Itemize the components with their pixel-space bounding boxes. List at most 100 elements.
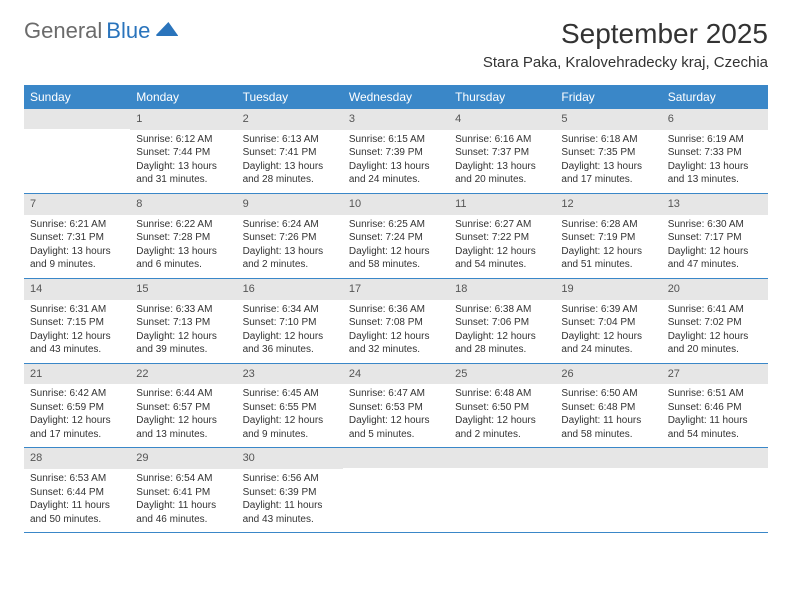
sunset-text: Sunset: 6:46 PM xyxy=(668,401,762,415)
day-cell: 4 Sunrise: 6:16 AMSunset: 7:37 PMDaylight… xyxy=(449,109,555,193)
daylight-text: Daylight: 12 hours and 17 minutes. xyxy=(30,414,124,441)
daylight-text: Daylight: 13 hours and 20 minutes. xyxy=(455,160,549,187)
daylight-text: Daylight: 13 hours and 6 minutes. xyxy=(136,245,230,272)
calendar-header-row: Sunday Monday Tuesday Wednesday Thursday… xyxy=(24,85,768,109)
day-cell: 6Sunrise: 6:19 AMSunset: 7:33 PMDaylight… xyxy=(662,109,768,193)
sunrise-text: Sunrise: 6:28 AM xyxy=(561,218,655,232)
day-number: 18 xyxy=(449,279,555,300)
sunset-text: Sunset: 7:02 PM xyxy=(668,316,762,330)
day-header: Sunday xyxy=(24,85,130,109)
sunrise-text: Sunrise: 6:48 AM xyxy=(455,387,549,401)
daylight-text: Daylight: 12 hours and 54 minutes. xyxy=(455,245,549,272)
day-number: 1 xyxy=(130,109,236,130)
day-number: 19 xyxy=(555,279,661,300)
sunrise-text: Sunrise: 6:44 AM xyxy=(136,387,230,401)
sunrise-text: Sunrise: 6:33 AM xyxy=(136,303,230,317)
day-body: Sunrise: 6:34 AMSunset: 7:10 PMDaylight:… xyxy=(237,300,343,363)
day-number: 12 xyxy=(555,194,661,215)
sunset-text: Sunset: 7:41 PM xyxy=(243,146,337,160)
sunrise-text: Sunrise: 6:50 AM xyxy=(561,387,655,401)
day-cell: 10Sunrise: 6:25 AMSunset: 7:24 PMDayligh… xyxy=(343,194,449,278)
day-cell: 18Sunrise: 6:38 AMSunset: 7:06 PMDayligh… xyxy=(449,279,555,363)
sunset-text: Sunset: 7:15 PM xyxy=(30,316,124,330)
sunrise-text: Sunrise: 6:19 AM xyxy=(668,133,762,147)
day-body: Sunrise: 6:19 AMSunset: 7:33 PMDaylight:… xyxy=(662,130,768,193)
day-cell: 27Sunrise: 6:51 AMSunset: 6:46 PMDayligh… xyxy=(662,364,768,448)
sunrise-text: Sunrise: 6:21 AM xyxy=(30,218,124,232)
day-cell: 8Sunrise: 6:22 AMSunset: 7:28 PMDaylight… xyxy=(130,194,236,278)
daylight-text: Daylight: 12 hours and 5 minutes. xyxy=(349,414,443,441)
sunset-text: Sunset: 6:44 PM xyxy=(30,486,124,500)
sunset-text: Sunset: 6:53 PM xyxy=(349,401,443,415)
day-number xyxy=(662,448,768,468)
day-body: Sunrise: 6:15 AMSunset: 7:39 PMDaylight:… xyxy=(343,130,449,193)
daylight-text: Daylight: 12 hours and 39 minutes. xyxy=(136,330,230,357)
day-body: Sunrise: 6:18 AMSunset: 7:35 PMDaylight:… xyxy=(555,130,661,193)
day-body: Sunrise: 6:41 AMSunset: 7:02 PMDaylight:… xyxy=(662,300,768,363)
daylight-text: Daylight: 13 hours and 2 minutes. xyxy=(243,245,337,272)
day-number: 5 xyxy=(555,109,661,130)
sunrise-text: Sunrise: 6:41 AM xyxy=(668,303,762,317)
day-number: 26 xyxy=(555,364,661,385)
title-block: September 2025 Stara Paka, Kralovehradec… xyxy=(483,18,768,71)
daylight-text: Daylight: 12 hours and 24 minutes. xyxy=(561,330,655,357)
day-cell xyxy=(662,448,768,532)
sunrise-text: Sunrise: 6:16 AM xyxy=(455,133,549,147)
logo-icon xyxy=(156,22,178,36)
day-cell: 5Sunrise: 6:18 AMSunset: 7:35 PMDaylight… xyxy=(555,109,661,193)
day-number: 3 xyxy=(343,109,449,130)
sunset-text: Sunset: 6:59 PM xyxy=(30,401,124,415)
day-header: Tuesday xyxy=(237,85,343,109)
day-header: Wednesday xyxy=(343,85,449,109)
day-number: 20 xyxy=(662,279,768,300)
daylight-text: Daylight: 13 hours and 28 minutes. xyxy=(243,160,337,187)
day-number: 11 xyxy=(449,194,555,215)
day-cell: 7Sunrise: 6:21 AMSunset: 7:31 PMDaylight… xyxy=(24,194,130,278)
day-number: 9 xyxy=(237,194,343,215)
day-header: Monday xyxy=(130,85,236,109)
calendar-week: 7Sunrise: 6:21 AMSunset: 7:31 PMDaylight… xyxy=(24,194,768,279)
calendar-week: 21Sunrise: 6:42 AMSunset: 6:59 PMDayligh… xyxy=(24,364,768,449)
day-number: 30 xyxy=(237,448,343,469)
day-cell: 14Sunrise: 6:31 AMSunset: 7:15 PMDayligh… xyxy=(24,279,130,363)
calendar: Sunday Monday Tuesday Wednesday Thursday… xyxy=(24,85,768,533)
day-number: 22 xyxy=(130,364,236,385)
day-body: Sunrise: 6:44 AMSunset: 6:57 PMDaylight:… xyxy=(130,384,236,447)
day-body: Sunrise: 6:50 AMSunset: 6:48 PMDaylight:… xyxy=(555,384,661,447)
sunset-text: Sunset: 7:19 PM xyxy=(561,231,655,245)
day-cell: 25Sunrise: 6:48 AMSunset: 6:50 PMDayligh… xyxy=(449,364,555,448)
day-number: 24 xyxy=(343,364,449,385)
day-cell: 15Sunrise: 6:33 AMSunset: 7:13 PMDayligh… xyxy=(130,279,236,363)
sunset-text: Sunset: 7:37 PM xyxy=(455,146,549,160)
calendar-body: 1Sunrise: 6:12 AMSunset: 7:44 PMDaylight… xyxy=(24,109,768,533)
logo: GeneralBlue xyxy=(24,18,178,44)
day-number: 25 xyxy=(449,364,555,385)
day-body: Sunrise: 6:36 AMSunset: 7:08 PMDaylight:… xyxy=(343,300,449,363)
sunset-text: Sunset: 7:10 PM xyxy=(243,316,337,330)
page-subtitle: Stara Paka, Kralovehradecky kraj, Czechi… xyxy=(483,54,768,71)
day-cell: 26Sunrise: 6:50 AMSunset: 6:48 PMDayligh… xyxy=(555,364,661,448)
day-body: Sunrise: 6:51 AMSunset: 6:46 PMDaylight:… xyxy=(662,384,768,447)
day-cell xyxy=(555,448,661,532)
day-cell: 20Sunrise: 6:41 AMSunset: 7:02 PMDayligh… xyxy=(662,279,768,363)
daylight-text: Daylight: 12 hours and 2 minutes. xyxy=(455,414,549,441)
day-body: Sunrise: 6:30 AMSunset: 7:17 PMDaylight:… xyxy=(662,215,768,278)
day-cell: 3Sunrise: 6:15 AMSunset: 7:39 PMDaylight… xyxy=(343,109,449,193)
sunrise-text: Sunrise: 6:25 AM xyxy=(349,218,443,232)
day-number: 13 xyxy=(662,194,768,215)
sunrise-text: Sunrise: 6:13 AM xyxy=(243,133,337,147)
sunrise-text: Sunrise: 6:51 AM xyxy=(668,387,762,401)
sunset-text: Sunset: 7:17 PM xyxy=(668,231,762,245)
day-cell: 24Sunrise: 6:47 AMSunset: 6:53 PMDayligh… xyxy=(343,364,449,448)
day-number: 27 xyxy=(662,364,768,385)
day-body: Sunrise: 6:22 AMSunset: 7:28 PMDaylight:… xyxy=(130,215,236,278)
day-number: 21 xyxy=(24,364,130,385)
day-number: 4 xyxy=(449,109,555,130)
daylight-text: Daylight: 12 hours and 36 minutes. xyxy=(243,330,337,357)
day-body: Sunrise: 6:28 AMSunset: 7:19 PMDaylight:… xyxy=(555,215,661,278)
daylight-text: Daylight: 11 hours and 50 minutes. xyxy=(30,499,124,526)
sunset-text: Sunset: 7:04 PM xyxy=(561,316,655,330)
day-number: 2 xyxy=(237,109,343,130)
sunset-text: Sunset: 6:41 PM xyxy=(136,486,230,500)
day-body: Sunrise: 6:21 AMSunset: 7:31 PMDaylight:… xyxy=(24,215,130,278)
